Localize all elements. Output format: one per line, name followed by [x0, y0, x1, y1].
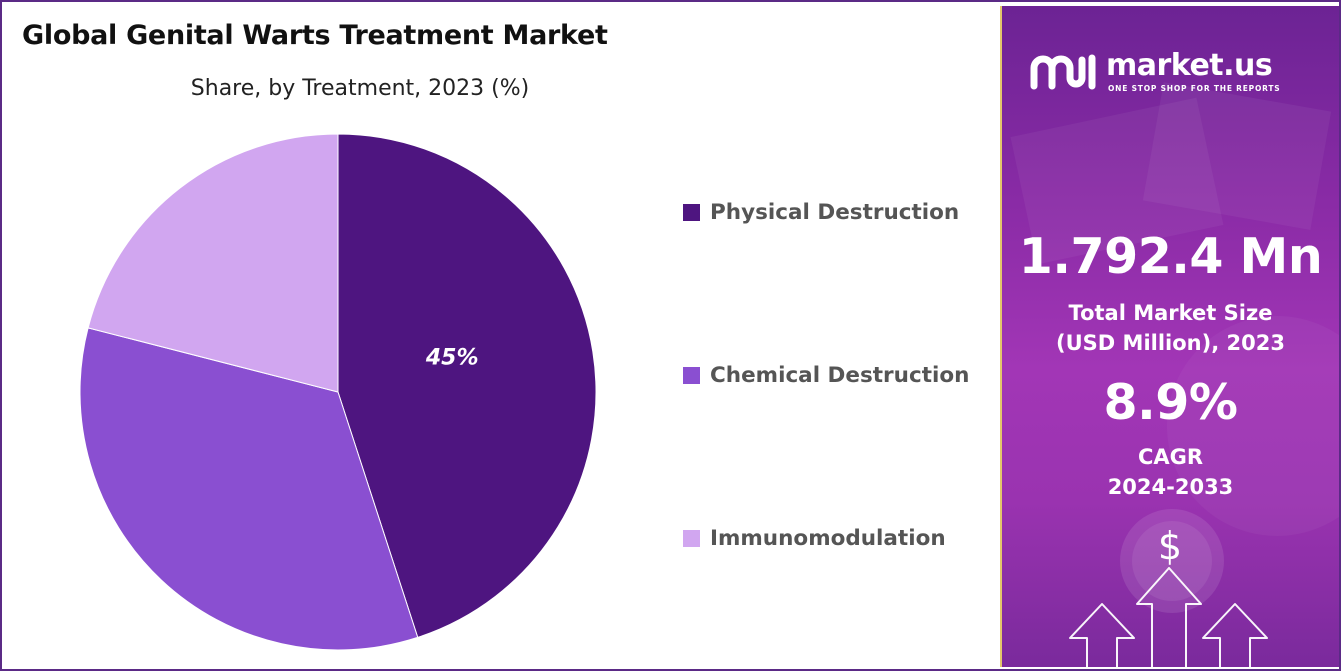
- legend-label: Physical Destruction: [710, 199, 960, 225]
- market-size-label-line1: Total Market Size: [1068, 301, 1273, 325]
- pie-slice-chemical-destruction: [79, 327, 419, 651]
- chart-subtitle: Share, by Treatment, 2023 (%): [190, 76, 530, 101]
- pie-slice-physical-destruction: [337, 133, 597, 639]
- growth-arrows-icon: [1069, 567, 1268, 667]
- cagr-value: 8.9%: [1103, 374, 1238, 431]
- chart-title: Global Genital Warts Treatment Market: [22, 20, 608, 51]
- legend-label: Immunomodulation: [710, 525, 946, 551]
- brand-name: market.us: [1106, 48, 1273, 83]
- market-size-label-line2: (USD Million), 2023: [1056, 331, 1285, 355]
- legend-swatch: [683, 203, 700, 221]
- cagr-period: 2024-2033: [1107, 475, 1234, 499]
- legend-item-chemical-destruction: Chemical Destruction: [683, 360, 969, 390]
- legend-item-immunomodulation: Immunomodulation: [683, 523, 946, 553]
- legend-swatch: [683, 529, 700, 547]
- market-size-value: 1.792.4 Mn: [1018, 228, 1323, 285]
- cagr-label: CAGR: [1137, 445, 1204, 469]
- market-us-logo-icon: [1030, 54, 1096, 90]
- pie-chart: 45%: [79, 133, 597, 651]
- legend-label: Chemical Destruction: [710, 362, 970, 388]
- legend-item-physical-destruction: Physical Destruction: [683, 197, 959, 227]
- brand-tagline: ONE STOP SHOP FOR THE REPORTS: [1108, 84, 1281, 93]
- legend-swatch: [683, 366, 700, 384]
- panel-background-graphic: [1010, 82, 1339, 613]
- pie-slice-immunomodulation: [87, 133, 339, 393]
- market-us-logo: market.us ONE STOP SHOP FOR THE REPORTS: [1028, 46, 1318, 96]
- dollar-icon: $: [1157, 524, 1183, 568]
- market-summary-panel: market.us ONE STOP SHOP FOR THE REPORTS …: [1000, 6, 1339, 667]
- pie-data-label: 45%: [425, 345, 479, 370]
